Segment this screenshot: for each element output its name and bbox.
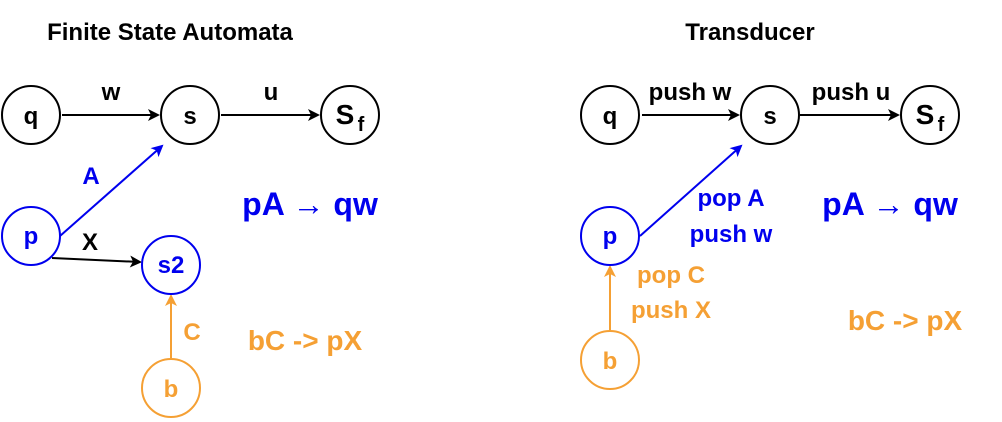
fsa-node-q xyxy=(1,85,61,145)
transducer-edge-s-sf-label: push u xyxy=(812,79,891,106)
transducer-edge-q-s-label: push w xyxy=(649,79,732,106)
fsa-edge-p-s-label: A xyxy=(82,163,99,190)
fsa-node-q-label: q xyxy=(24,103,39,130)
fsa-node-s-label: s xyxy=(183,103,196,130)
transducer-edge-p-s-label-line2: push w xyxy=(690,221,773,248)
fsa-node-sf xyxy=(320,85,380,145)
fsa-edge-p-s xyxy=(59,144,164,237)
fsa-edge-q-s-label: w xyxy=(101,79,121,106)
transducer-node-b xyxy=(580,330,640,390)
transducer-node-sf-subscript: f xyxy=(938,114,945,136)
transducer-node-p-label: p xyxy=(603,223,618,250)
transducer-edge-b-p-label-line2: push X xyxy=(631,297,711,324)
transducer-node-sf-label: S xyxy=(916,99,935,130)
transducer-node-s-label: s xyxy=(763,103,776,130)
fsa-node-s xyxy=(160,85,220,145)
transducer-edge-p-s-label-line1: pop A xyxy=(697,185,764,212)
fsa-edge-p-s2 xyxy=(51,255,142,268)
transducer-node-q xyxy=(580,85,640,145)
fsa-node-p-label: p xyxy=(24,223,39,250)
fsa-node-s2 xyxy=(141,235,201,295)
fsa-node-sf-subscript: f xyxy=(358,114,365,136)
transducer-rule-2: bC -> pX xyxy=(848,305,963,336)
fsa-node-p xyxy=(1,206,61,266)
fsa-title: Finite State Automata xyxy=(47,19,293,46)
transducer-edge-b-p-label-line1: pop C xyxy=(637,262,705,289)
transducer-node-q-label: q xyxy=(603,103,618,130)
transducer-node-s xyxy=(740,85,800,145)
transducer-node-b-label: b xyxy=(603,348,618,375)
fsa-rule-2: bC -> pX xyxy=(248,325,363,356)
fsa-node-sf-label: S xyxy=(336,99,355,130)
fsa-edge-p-s2-label: X xyxy=(82,229,98,256)
fsa-node-b xyxy=(141,358,201,418)
fsa-node-b-label: b xyxy=(164,376,179,403)
fsa-rule-1: pA → qw xyxy=(242,186,378,222)
transducer-node-p xyxy=(580,206,640,266)
fsa-edge-b-s2-label: C xyxy=(183,319,200,346)
transducer-rule-1: pA → qw xyxy=(822,186,958,222)
fsa-edge-s-sf-label: u xyxy=(264,79,279,106)
transducer-node-sf xyxy=(900,85,960,145)
fsa-node-s2-label: s2 xyxy=(158,252,185,279)
transducer-title: Transducer xyxy=(685,19,814,46)
transducer-edge-p-s xyxy=(639,144,743,237)
